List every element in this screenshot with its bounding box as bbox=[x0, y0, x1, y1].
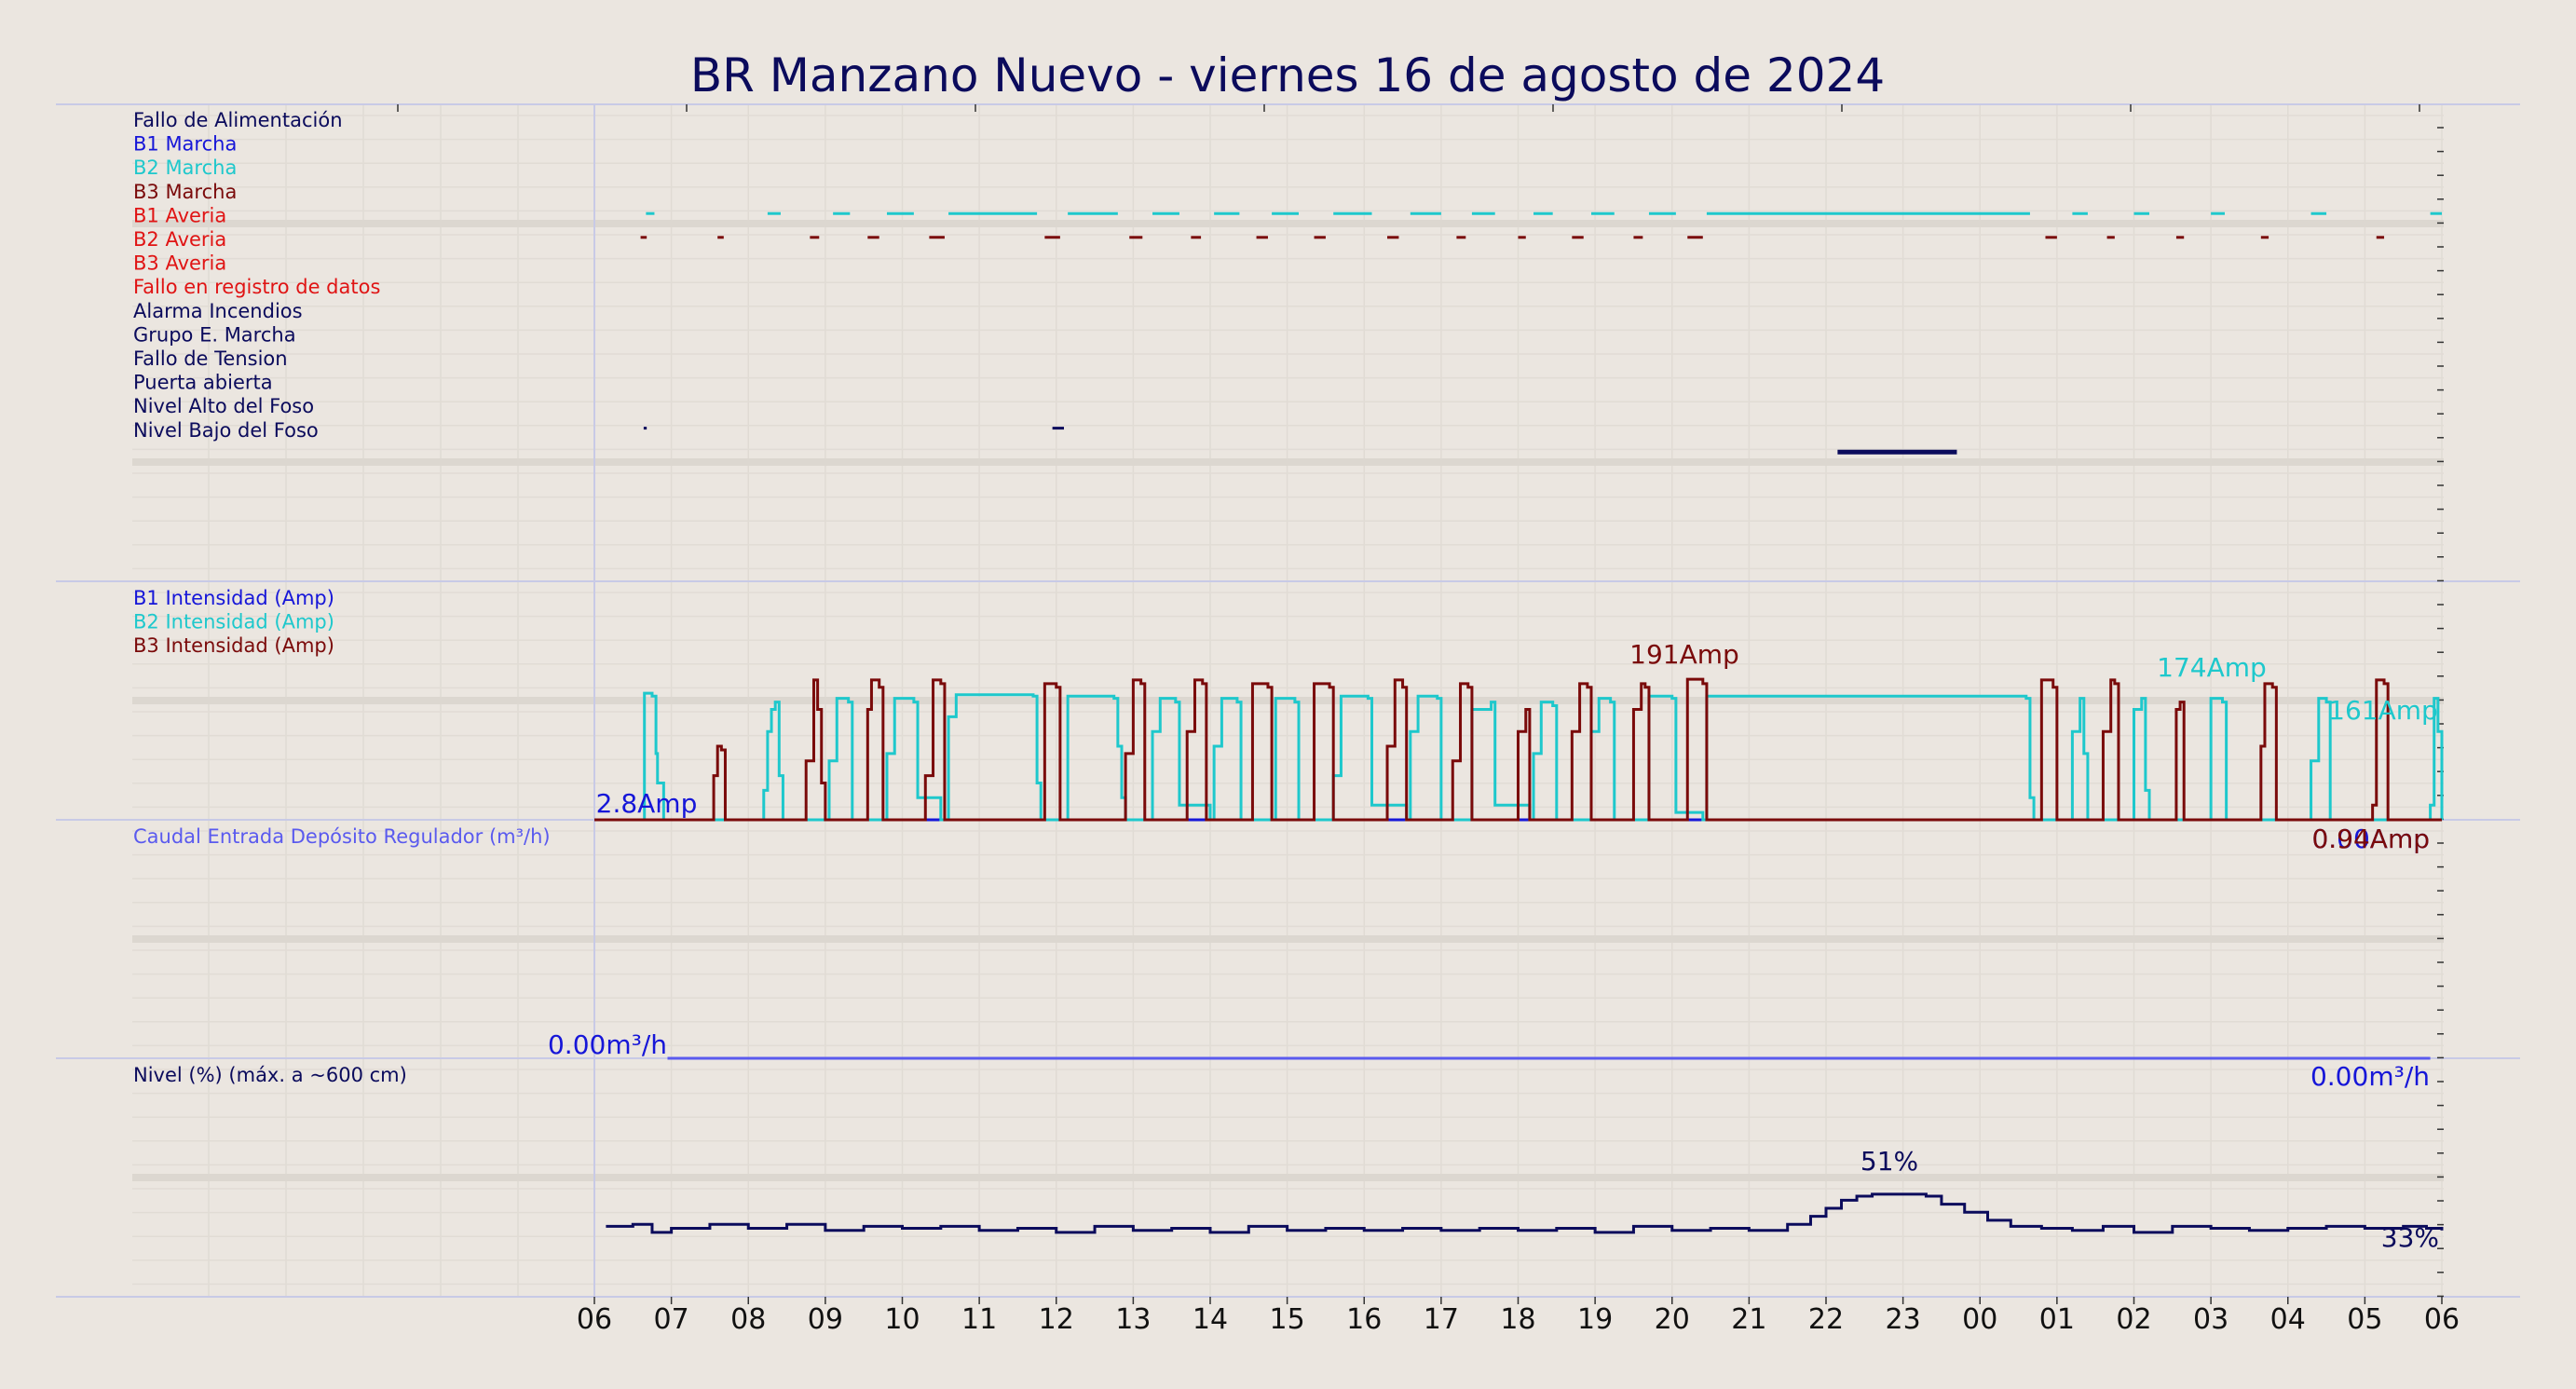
x-tick-label: 02 bbox=[2116, 1303, 2151, 1336]
x-tick-label: 04 bbox=[2270, 1303, 2306, 1336]
x-tick-label: 19 bbox=[1577, 1303, 1613, 1336]
chart-title: BR Manzano Nuevo - viernes 16 de agosto … bbox=[690, 48, 1885, 102]
x-tick-label: 10 bbox=[884, 1303, 920, 1336]
series-label: B2 Intensidad (Amp) bbox=[133, 611, 334, 633]
status-row-label: B3 Marcha bbox=[133, 181, 237, 203]
status-row-label: Nivel Alto del Foso bbox=[133, 395, 314, 417]
series-label: Caudal Entrada Depósito Regulador (m³/h) bbox=[133, 825, 551, 848]
x-tick-label: 08 bbox=[730, 1303, 766, 1336]
x-tick-label: 11 bbox=[961, 1303, 997, 1336]
x-axis: 06 07 08 09 10 11 12 13 14 15 16 17 18 19 20 21 22 23 00 01… bbox=[577, 1297, 2460, 1336]
status-row-label: B3 Averia bbox=[133, 252, 226, 275]
x-tick-label: 13 bbox=[1115, 1303, 1151, 1336]
value-annotation: 161Amp bbox=[2328, 695, 2438, 726]
x-tick-label: 14 bbox=[1193, 1303, 1228, 1336]
x-tick-label: 06 bbox=[577, 1303, 612, 1336]
x-tick-label: 21 bbox=[1731, 1303, 1766, 1336]
status-row-label: B2 Averia bbox=[133, 228, 226, 251]
panel-level: Nivel (%) (máx. a ~600 cm) bbox=[133, 1064, 2444, 1234]
status-row-label: Puerta abierta bbox=[133, 372, 273, 394]
value-annotation: 2.8Amp bbox=[596, 788, 698, 819]
x-tick-label: 15 bbox=[1270, 1303, 1305, 1336]
series-label: Nivel (%) (máx. a ~600 cm) bbox=[133, 1064, 407, 1086]
series-label: B1 Intensidad (Amp) bbox=[133, 587, 334, 609]
series-line bbox=[606, 1192, 2444, 1234]
status-row-label: B1 Marcha bbox=[133, 133, 237, 156]
value-annotation: 51% bbox=[1860, 1146, 1918, 1177]
x-tick-label: 23 bbox=[1886, 1303, 1921, 1336]
value-annotation: 174Amp bbox=[2157, 652, 2267, 683]
status-row-label: Alarma Incendios bbox=[133, 300, 303, 322]
x-tick-label: 22 bbox=[1808, 1303, 1844, 1336]
x-tick-label: 16 bbox=[1346, 1303, 1382, 1336]
x-tick-label: 09 bbox=[808, 1303, 843, 1336]
x-tick-label: 17 bbox=[1424, 1303, 1459, 1336]
status-row-label: Fallo de Alimentación bbox=[133, 109, 343, 131]
series-label: B3 Intensidad (Amp) bbox=[133, 634, 334, 657]
x-tick-label: 06 bbox=[2424, 1303, 2460, 1336]
x-tick-label: 20 bbox=[1655, 1303, 1690, 1336]
value-annotation: 0.00m³/h bbox=[548, 1029, 667, 1060]
value-annotation: 33% bbox=[2381, 1222, 2439, 1253]
x-tick-label: 12 bbox=[1039, 1303, 1074, 1336]
x-tick-label: 18 bbox=[1500, 1303, 1535, 1336]
grid bbox=[56, 103, 2520, 1298]
value-annotation: 0.94Amp bbox=[2311, 824, 2430, 854]
x-tick-label: 07 bbox=[654, 1303, 689, 1336]
series-line bbox=[594, 677, 2442, 822]
value-annotation: 0.00Amp bbox=[2311, 824, 2430, 854]
value-annotation: 191Amp bbox=[1629, 639, 1739, 670]
status-row-label: B1 Averia bbox=[133, 204, 226, 226]
value-annotation: 0.00m³/h bbox=[2310, 1061, 2430, 1092]
status-row-label: Nivel Bajo del Foso bbox=[133, 419, 319, 442]
status-row-label: Fallo de Tension bbox=[133, 347, 288, 370]
x-tick-label: 03 bbox=[2193, 1303, 2228, 1336]
x-tick-label: 05 bbox=[2347, 1303, 2382, 1336]
x-tick-label: 01 bbox=[2039, 1303, 2075, 1336]
panel-flow: Caudal Entrada Depósito Regulador (m³/h) bbox=[133, 825, 2431, 1060]
status-row-label: Grupo E. Marcha bbox=[133, 323, 296, 346]
status-row-label: B2 Marcha bbox=[133, 157, 237, 179]
panel-intensity: B1 Intensidad (Amp)B2 Intensidad (Amp)B3… bbox=[133, 587, 2444, 822]
x-tick-label: 00 bbox=[1962, 1303, 1997, 1336]
status-row-label: Fallo en registro de datos bbox=[133, 276, 380, 298]
